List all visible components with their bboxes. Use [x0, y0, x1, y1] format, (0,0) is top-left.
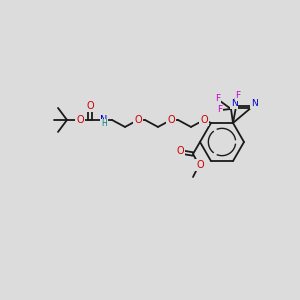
- Text: O: O: [76, 115, 84, 125]
- Text: F: F: [218, 105, 223, 114]
- Text: O: O: [196, 160, 204, 170]
- Text: O: O: [167, 115, 175, 125]
- Text: O: O: [134, 115, 142, 125]
- Text: O: O: [176, 146, 184, 156]
- Text: N: N: [250, 99, 257, 108]
- Text: O: O: [200, 115, 208, 125]
- Text: H: H: [101, 119, 107, 128]
- Text: O: O: [86, 101, 94, 111]
- Text: F: F: [215, 94, 220, 103]
- Text: N: N: [100, 115, 108, 125]
- Text: N: N: [231, 99, 237, 108]
- Text: F: F: [236, 92, 241, 100]
